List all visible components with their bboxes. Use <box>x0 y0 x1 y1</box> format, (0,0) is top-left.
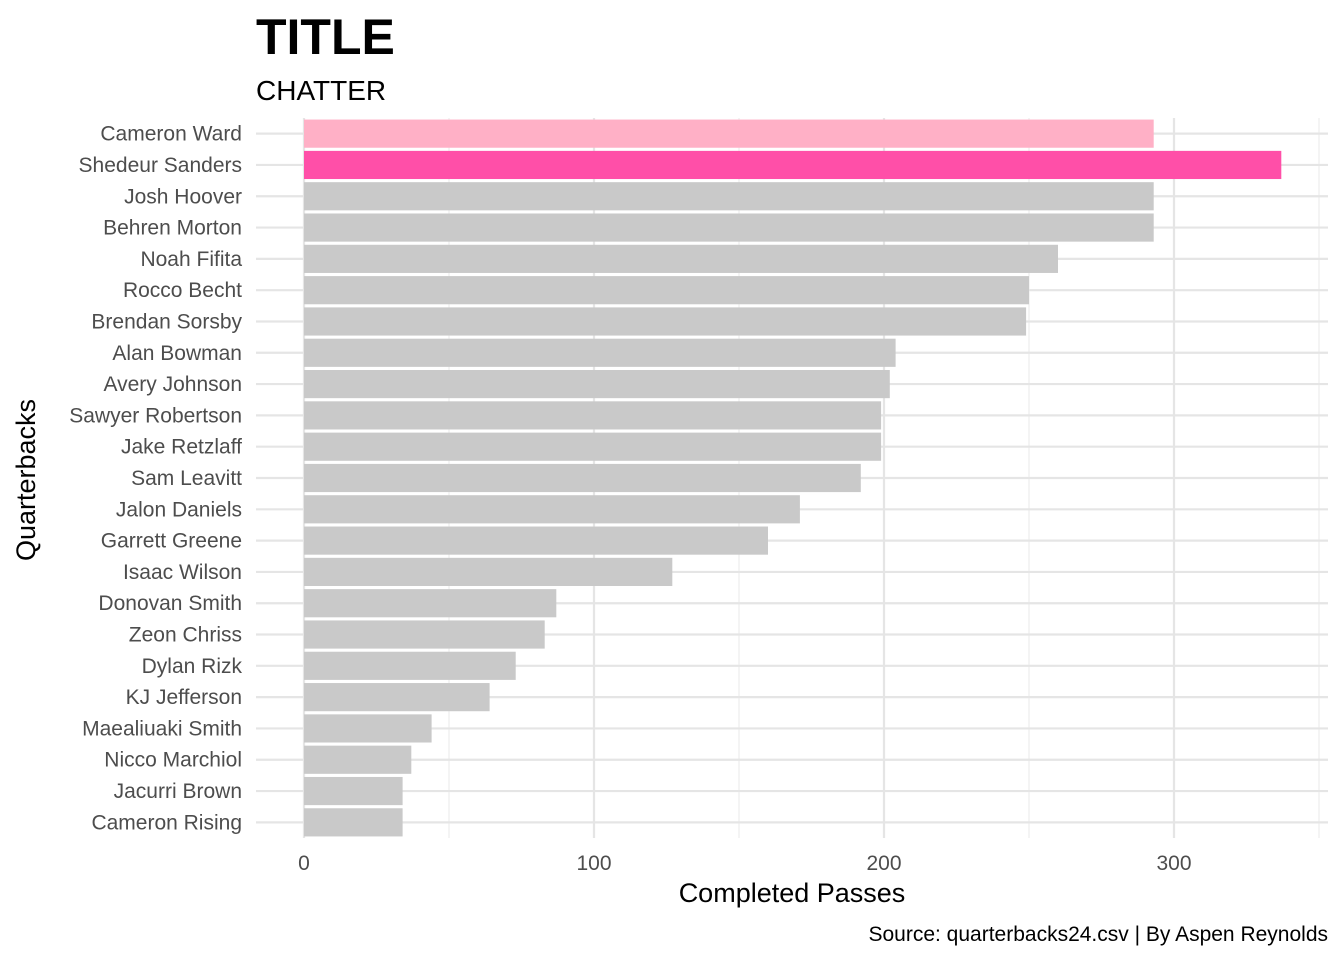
x-tick-label: 300 <box>1156 852 1191 875</box>
y-tick-label: Sam Leavitt <box>131 467 242 490</box>
y-tick-label: Jake Retzlaff <box>121 436 242 459</box>
bar-noah-fifita <box>304 244 1058 273</box>
y-tick-label: Behren Morton <box>103 217 242 240</box>
y-tick-label: Josh Hoover <box>124 185 242 208</box>
bar-nicco-marchiol <box>304 745 412 774</box>
x-tick-label: 100 <box>576 852 611 875</box>
bar-donovan-smith <box>304 589 557 618</box>
bar-sawyer-robertson <box>304 401 882 430</box>
y-tick-label: Dylan Rizk <box>142 655 243 678</box>
chart-title: TITLE <box>256 9 395 65</box>
bar-jake-retzlaff <box>304 432 882 461</box>
y-tick-label: Donovan Smith <box>98 592 242 615</box>
y-tick-label: Zeon Chriss <box>129 624 242 647</box>
y-tick-label: Rocco Becht <box>123 279 242 302</box>
bar-brendan-sorsby <box>304 307 1027 336</box>
bar-dylan-rizk <box>304 651 516 680</box>
bar-maealiuaki-smith <box>304 714 432 743</box>
y-tick-label: Garrett Greene <box>101 530 242 553</box>
y-tick-label: Jacurri Brown <box>114 780 242 803</box>
bar-kj-jefferson <box>304 683 490 712</box>
bars <box>304 119 1282 837</box>
y-tick-label: Noah Fifita <box>140 248 242 271</box>
bar-josh-hoover <box>304 182 1154 211</box>
bar-behren-morton <box>304 213 1154 242</box>
x-axis-ticks: 0 100 200 300 <box>298 852 1191 875</box>
y-tick-label: Cameron Rising <box>91 811 242 834</box>
bar-zeon-chriss <box>304 620 545 649</box>
bar-shedeur-sanders <box>304 150 1282 180</box>
bar-garrett-greene <box>304 526 768 555</box>
bar-cameron-ward <box>304 119 1154 148</box>
y-tick-label: Maealiuaki Smith <box>82 717 242 740</box>
y-tick-label: Cameron Ward <box>100 123 242 146</box>
bar-jacurri-brown <box>304 776 403 806</box>
y-axis-title: Quarterbacks <box>11 399 41 561</box>
bar-jalon-daniels <box>304 495 800 524</box>
bar-isaac-wilson <box>304 557 673 586</box>
bar-cameron-rising <box>304 808 403 837</box>
y-tick-label: Alan Bowman <box>112 342 242 365</box>
x-tick-label: 200 <box>866 852 901 875</box>
bar-avery-johnson <box>304 370 890 399</box>
chart-caption: Source: quarterbacks24.csv | By Aspen Re… <box>868 923 1328 946</box>
bar-alan-bowman <box>304 338 896 367</box>
y-tick-label: Isaac Wilson <box>123 561 242 584</box>
y-tick-label: Brendan Sorsby <box>91 310 242 333</box>
y-tick-label: Shedeur Sanders <box>79 154 242 177</box>
chart-subtitle: CHATTER <box>256 75 386 106</box>
y-tick-label: Nicco Marchiol <box>104 749 242 772</box>
y-tick-label: Jalon Daniels <box>116 498 242 521</box>
y-axis-ticks: Cameron Ward Shedeur Sanders Josh Hoover Be… <box>69 123 242 835</box>
y-tick-label: KJ Jefferson <box>126 686 242 709</box>
x-axis-title: Completed Passes <box>679 878 906 908</box>
y-tick-label: Avery Johnson <box>103 373 242 396</box>
bar-rocco-becht <box>304 276 1029 305</box>
bar-sam-leavitt <box>304 463 861 493</box>
y-tick-label: Sawyer Robertson <box>69 404 242 427</box>
x-tick-label: 0 <box>298 852 310 875</box>
